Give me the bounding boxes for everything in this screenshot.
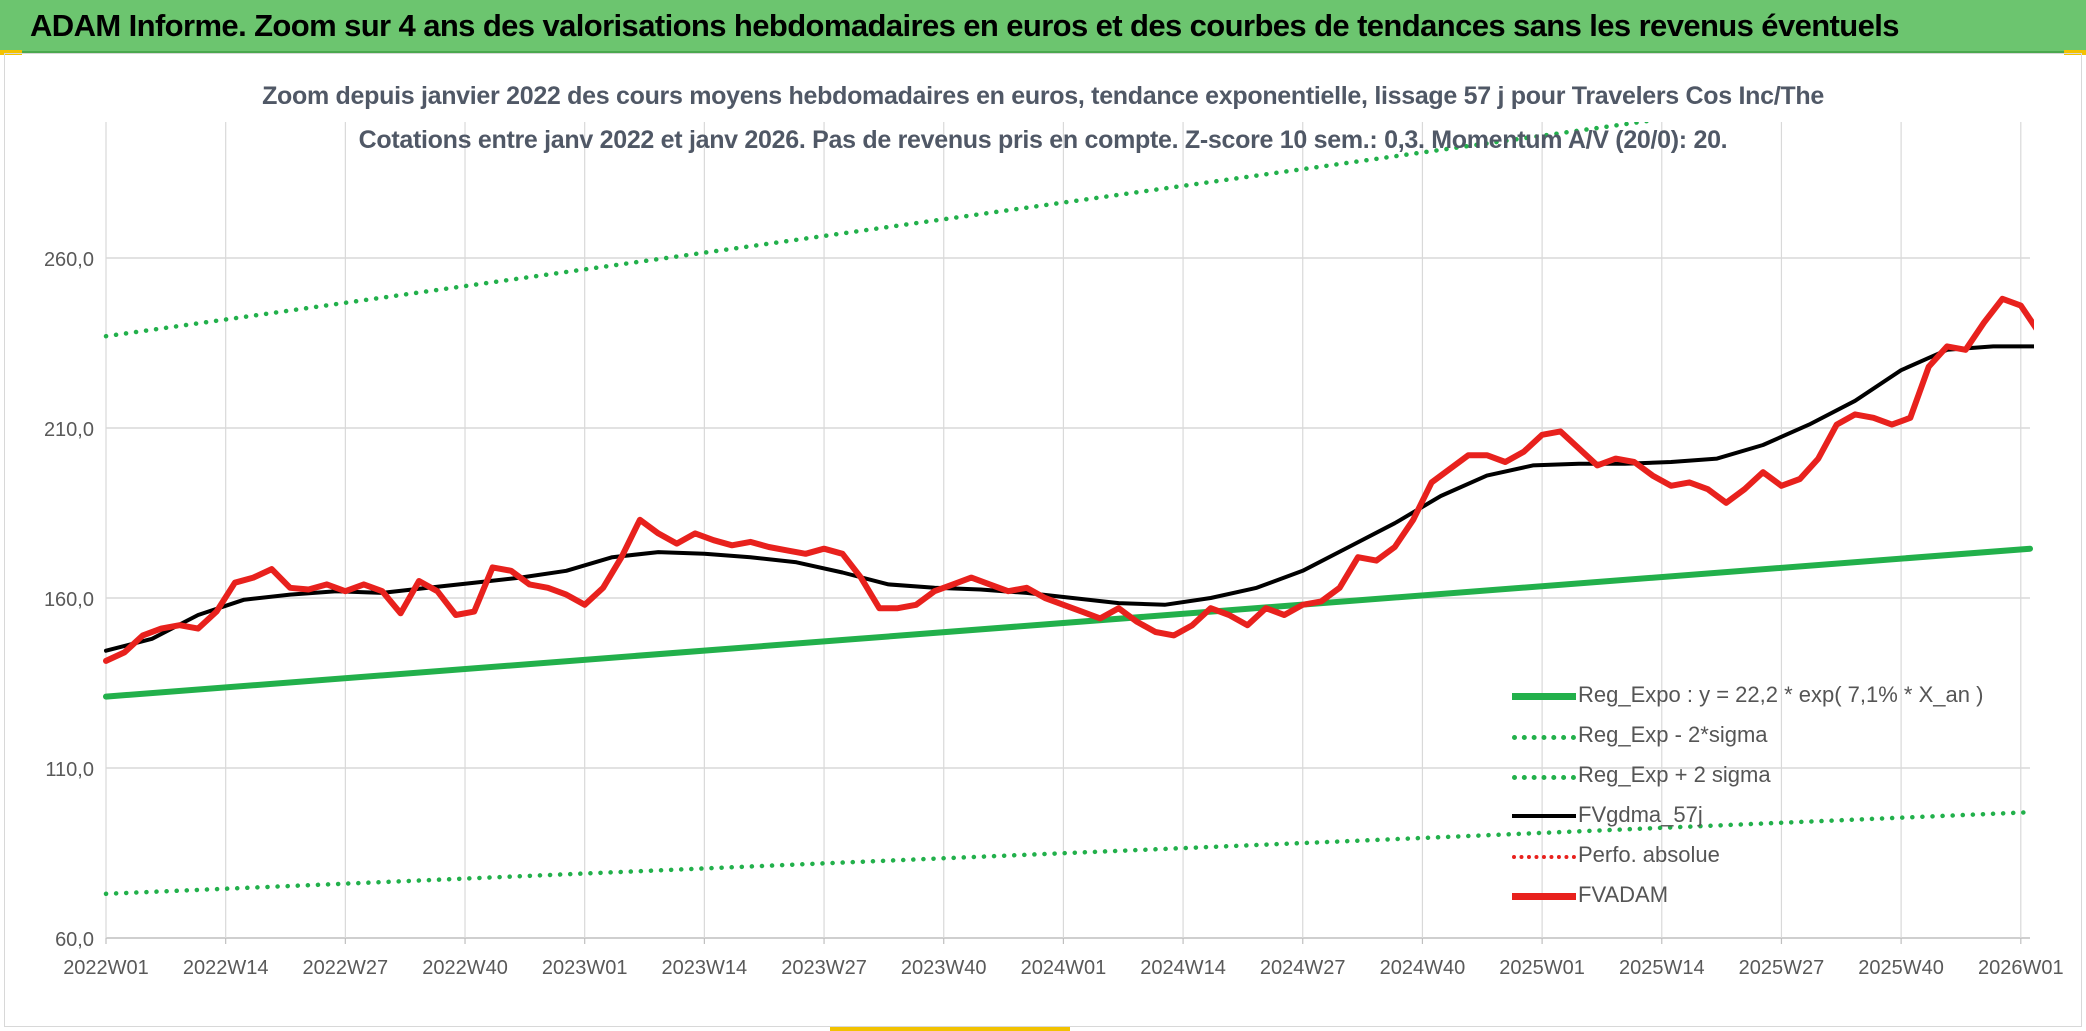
- legend-label-fvgdma: FVgdma_57j: [1578, 802, 1703, 827]
- legend-swatch-fvgdma: [1512, 814, 1576, 818]
- corner-accent-left: [0, 50, 22, 55]
- series-line-dotted-green: [103, 122, 1657, 339]
- x-tick-label: 2026W01: [1978, 957, 2064, 979]
- legend-swatch-reg-exp-minus: [1512, 735, 1576, 740]
- x-tick-label: 2023W01: [542, 957, 628, 979]
- y-tick-label: 110,0: [45, 759, 94, 781]
- x-tick-label: 2024W40: [1380, 957, 1466, 979]
- x-tick-label: 2022W27: [303, 957, 389, 979]
- x-tick-label: 2023W40: [901, 957, 987, 979]
- x-tick-label: 2022W01: [63, 957, 149, 979]
- corner-accent-right: [2064, 50, 2086, 55]
- x-tick-label: 2023W14: [662, 957, 748, 979]
- y-tick-label: 160,0: [44, 589, 94, 611]
- x-tick-label: 2024W14: [1140, 957, 1226, 979]
- report-banner: ADAM Informe. Zoom sur 4 ans des valoris…: [0, 0, 2086, 53]
- legend-label-fvadam: FVADAM: [1578, 882, 1669, 907]
- x-tick-label: 2023W27: [781, 957, 867, 979]
- series-line-solid-green: [103, 545, 2033, 700]
- series-line-dotted-green: [103, 809, 2033, 897]
- y-tick-label: 210,0: [44, 419, 94, 441]
- x-tick-label: 2025W27: [1739, 957, 1825, 979]
- y-tick-label: 60,0: [55, 929, 94, 951]
- x-tick-label: 2022W14: [183, 957, 269, 979]
- legend-label-perfo: Perfo. absolue: [1578, 842, 1720, 867]
- legend-swatch-reg-exp-plus: [1512, 775, 1576, 780]
- series-line-solid-red: [103, 295, 2034, 664]
- legend-swatch-perfo: [1512, 855, 1576, 859]
- x-tick-label: 2025W01: [1499, 957, 1585, 979]
- chart-title-line-1: Zoom depuis janvier 2022 des cours moyen…: [262, 82, 1824, 110]
- x-tick-label: 2024W27: [1260, 957, 1346, 979]
- y-tick-label: 260,0: [44, 249, 94, 271]
- chart-title-line-2: Cotations entre janv 2022 et janv 2026. …: [358, 126, 1728, 154]
- legend-label-reg-expo: Reg_Expo : y = 22,2 * exp( 7,1% * X_an ): [1578, 682, 1984, 707]
- x-tick-label: 2022W40: [422, 957, 508, 979]
- legend-swatch-reg-expo: [1512, 693, 1576, 700]
- x-tick-label: 2024W01: [1021, 957, 1107, 979]
- legend-label-reg-exp-minus: Reg_Exp - 2*sigma: [1578, 722, 1768, 747]
- report-title: ADAM Informe. Zoom sur 4 ans des valoris…: [30, 8, 1900, 43]
- chart-border: [4, 53, 2082, 1027]
- bottom-accent-strip: [830, 1027, 1070, 1031]
- x-tick-label: 2025W40: [1858, 957, 1944, 979]
- legend-swatch-fvadam: [1512, 893, 1576, 900]
- legend-label-reg-exp-plus: Reg_Exp + 2 sigma: [1578, 762, 1771, 787]
- x-tick-label: 2025W14: [1619, 957, 1705, 979]
